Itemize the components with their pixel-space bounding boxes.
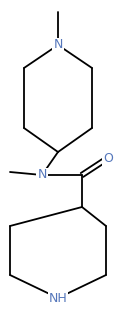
Text: N: N — [37, 169, 46, 181]
Text: N: N — [53, 39, 62, 51]
Text: NH: NH — [48, 291, 67, 305]
Text: O: O — [102, 152, 112, 164]
